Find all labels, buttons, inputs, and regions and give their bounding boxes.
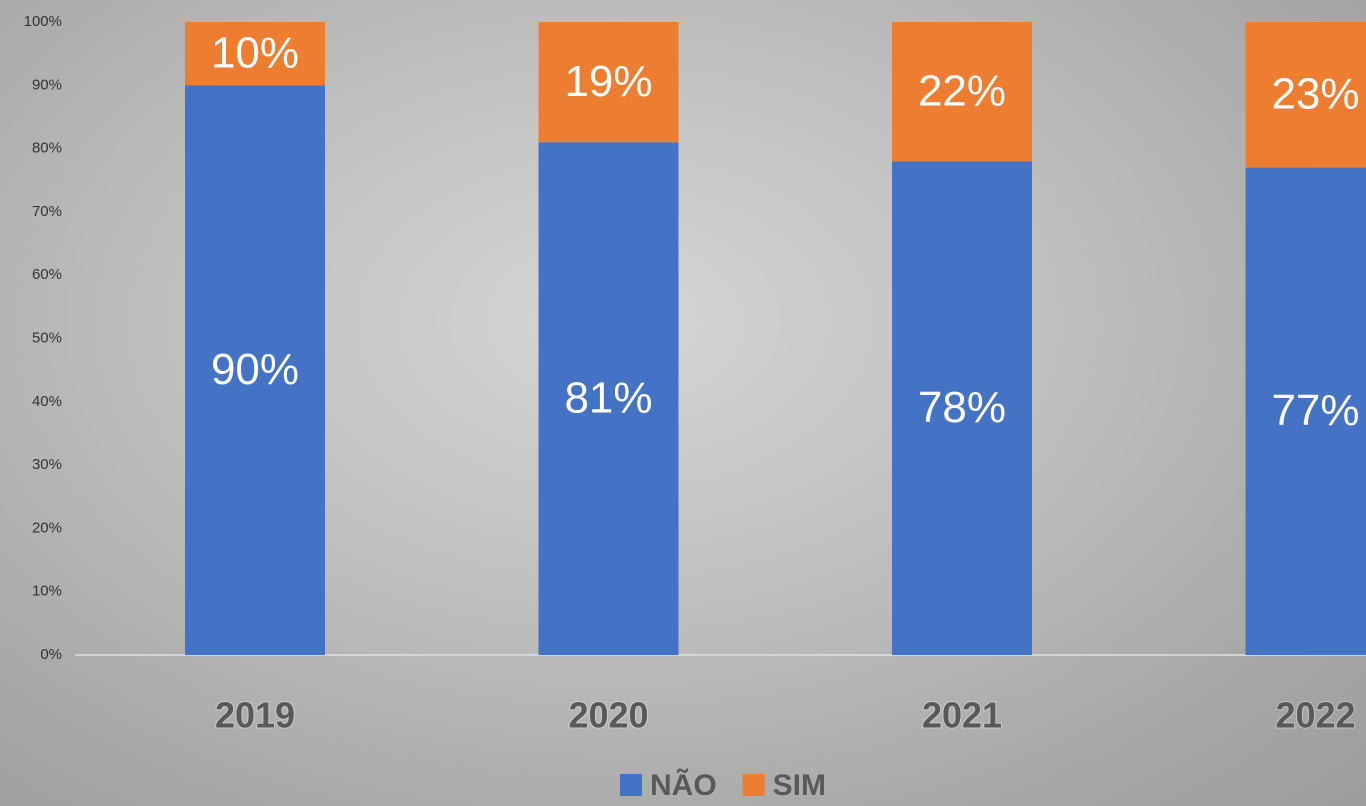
- y-tick-label: 30%: [32, 456, 62, 473]
- bar-segment: [1245, 167, 1366, 655]
- data-label: 90%: [211, 345, 299, 394]
- data-label: 10%: [211, 28, 299, 77]
- bar-segment: [892, 161, 1032, 655]
- bar-segment: [185, 85, 325, 656]
- legend-label: NÃO: [650, 768, 717, 802]
- x-tick-label: 2019: [215, 695, 295, 736]
- y-tick-label: 70%: [32, 203, 62, 220]
- data-label: 77%: [1271, 386, 1359, 435]
- bar-segment: [538, 22, 679, 143]
- y-tick-label: 50%: [32, 329, 62, 346]
- bar-segment: [892, 22, 1032, 162]
- data-label: 23%: [1271, 69, 1359, 118]
- y-tick-label: 0%: [40, 646, 62, 663]
- y-tick-label: 80%: [32, 140, 62, 157]
- data-label: 78%: [918, 383, 1006, 432]
- y-tick-label: 20%: [32, 519, 62, 536]
- y-tick-label: 10%: [32, 583, 62, 600]
- bar-segment: [185, 22, 325, 86]
- x-tick-label: 2020: [568, 695, 648, 736]
- x-tick-label: 2021: [922, 695, 1002, 736]
- y-tick-label: 90%: [32, 76, 62, 93]
- data-label: 81%: [564, 373, 652, 422]
- data-label: 22%: [918, 66, 1006, 115]
- y-tick-label: 100%: [24, 13, 62, 30]
- y-tick-label: 60%: [32, 266, 62, 283]
- data-label: 19%: [564, 57, 652, 106]
- legend-swatch: [620, 774, 642, 796]
- legend-label: SIM: [773, 769, 826, 802]
- bar-segment: [538, 142, 679, 655]
- y-tick-label: 40%: [32, 393, 62, 410]
- legend-swatch: [742, 774, 765, 796]
- bar-segment: [1245, 22, 1366, 168]
- x-tick-label: 2022: [1275, 695, 1355, 736]
